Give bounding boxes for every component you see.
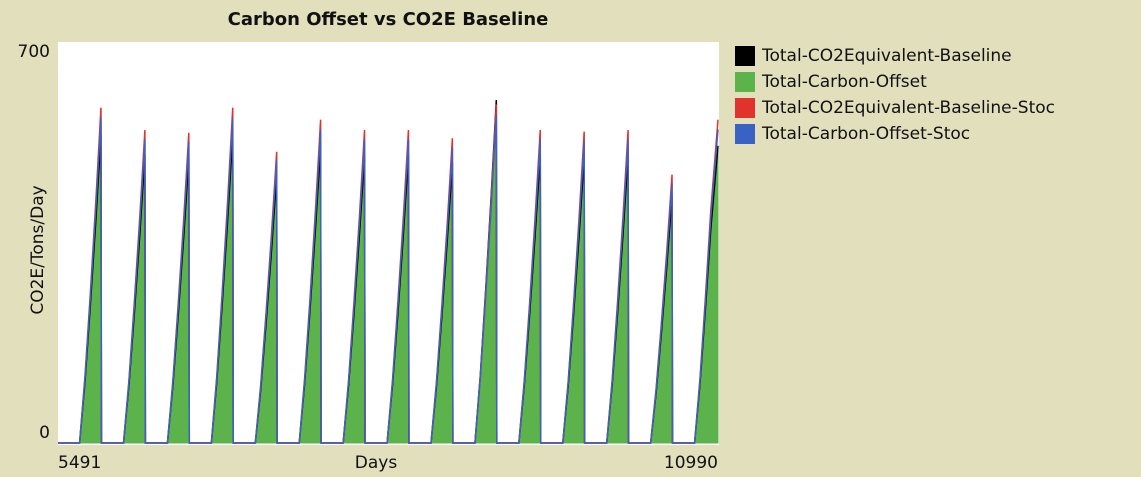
y-tick-label: 0 (39, 423, 50, 443)
x-tick-label: 10990 (664, 453, 718, 473)
x-tick-label: 5491 (58, 453, 101, 473)
legend-swatch (735, 72, 755, 92)
chart-title: Carbon Offset vs CO2E Baseline (228, 9, 549, 30)
legend-swatch (735, 124, 755, 144)
legend-label: Total-CO2Equivalent-Baseline (761, 46, 1012, 66)
x-axis-label: Days (355, 453, 398, 473)
legend-swatch (735, 46, 755, 66)
legend-label: Total-CO2Equivalent-Baseline-Stoc (761, 98, 1055, 118)
line (58, 114, 719, 444)
legend-label: Total-Carbon-Offset (761, 72, 927, 92)
legend-label: Total-Carbon-Offset-Stoc (761, 124, 970, 144)
y-tick-label: 700 (18, 42, 50, 62)
legend-swatch (735, 98, 755, 118)
plot-area (58, 42, 719, 445)
y-axis-label: CO2E/Tons/Day (28, 185, 48, 314)
